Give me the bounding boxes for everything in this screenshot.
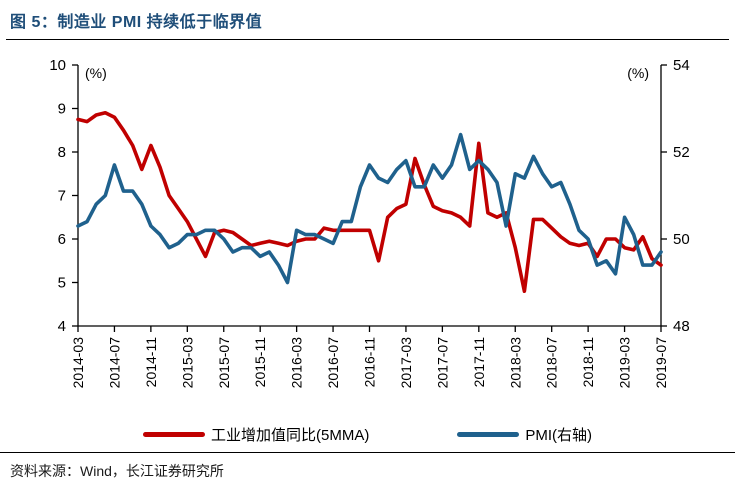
source-note: 资料来源：Wind，长江证券研究所 xyxy=(10,463,224,479)
x-axis-tick-label: 2015-03 xyxy=(179,337,195,389)
x-axis-tick-label: 2015-07 xyxy=(216,337,232,389)
x-axis-tick-label: 2016-03 xyxy=(289,337,305,389)
x-axis-tick-label: 2016-11 xyxy=(362,337,378,388)
title-divider xyxy=(6,39,729,40)
left-axis-tick-label: 9 xyxy=(58,101,66,118)
right-axis-tick-label: 50 xyxy=(673,231,690,248)
x-axis-tick-label: 2014-03 xyxy=(70,337,86,389)
legend-label-pmi: PMI(右轴) xyxy=(525,426,592,444)
right-axis-tick-label: 52 xyxy=(673,144,690,161)
pmi-series-line xyxy=(76,132,663,285)
x-axis-tick-label: 2019-07 xyxy=(653,337,669,389)
left-axis-tick-label: 7 xyxy=(58,188,66,205)
right-axis-unit-label: (%) xyxy=(627,65,649,81)
legend-item-pmi: PMI(右轴) xyxy=(457,424,592,445)
left-axis-tick-label: 10 xyxy=(49,57,66,74)
x-axis-tick-label: 2018-11 xyxy=(580,337,596,388)
left-axis-unit-label: (%) xyxy=(85,65,107,81)
x-axis-tick-label: 2018-07 xyxy=(544,337,560,389)
x-axis-tick-label: 2016-07 xyxy=(325,337,341,389)
right-axis-tick-label: 54 xyxy=(673,57,690,74)
x-axis-tick-label: 2018-03 xyxy=(507,337,523,389)
industrial-series-swatch xyxy=(142,431,205,437)
right-axis-tick-label: 48 xyxy=(673,318,690,335)
left-axis-tick-label: 8 xyxy=(58,144,66,161)
left-axis-tick-label: 4 xyxy=(58,318,66,335)
industrial-series-line xyxy=(76,111,663,293)
x-axis-tick-label: 2014-11 xyxy=(143,337,159,388)
x-axis-tick-label: 2017-07 xyxy=(434,337,450,389)
x-axis-tick-label: 2017-11 xyxy=(471,337,487,388)
left-axis-tick-label: 5 xyxy=(58,275,66,292)
x-axis-tick-label: 2015-11 xyxy=(252,337,268,388)
left-axis-tick-label: 6 xyxy=(58,231,66,248)
x-axis-tick-label: 2014-07 xyxy=(106,337,122,389)
legend-item-industrial: 工业增加值同比(5MMA) xyxy=(142,424,370,445)
x-axis-tick-label: 2017-03 xyxy=(398,337,414,389)
chart-legend: 工业增加值同比(5MMA) PMI(右轴) xyxy=(0,421,735,447)
x-axis-tick-label: 2019-03 xyxy=(617,337,633,389)
figure-title: 图 5：制造业 PMI 持续低于临界值 xyxy=(10,14,263,31)
line-chart: 4 5 6 7 8 9 10 48 50 52 54 2014-03 2014-07 2014-11 201… xyxy=(49,57,690,389)
legend-label-industrial: 工业增加值同比(5MMA) xyxy=(210,426,370,444)
pmi-series-swatch xyxy=(457,431,520,437)
source-divider xyxy=(0,452,735,453)
